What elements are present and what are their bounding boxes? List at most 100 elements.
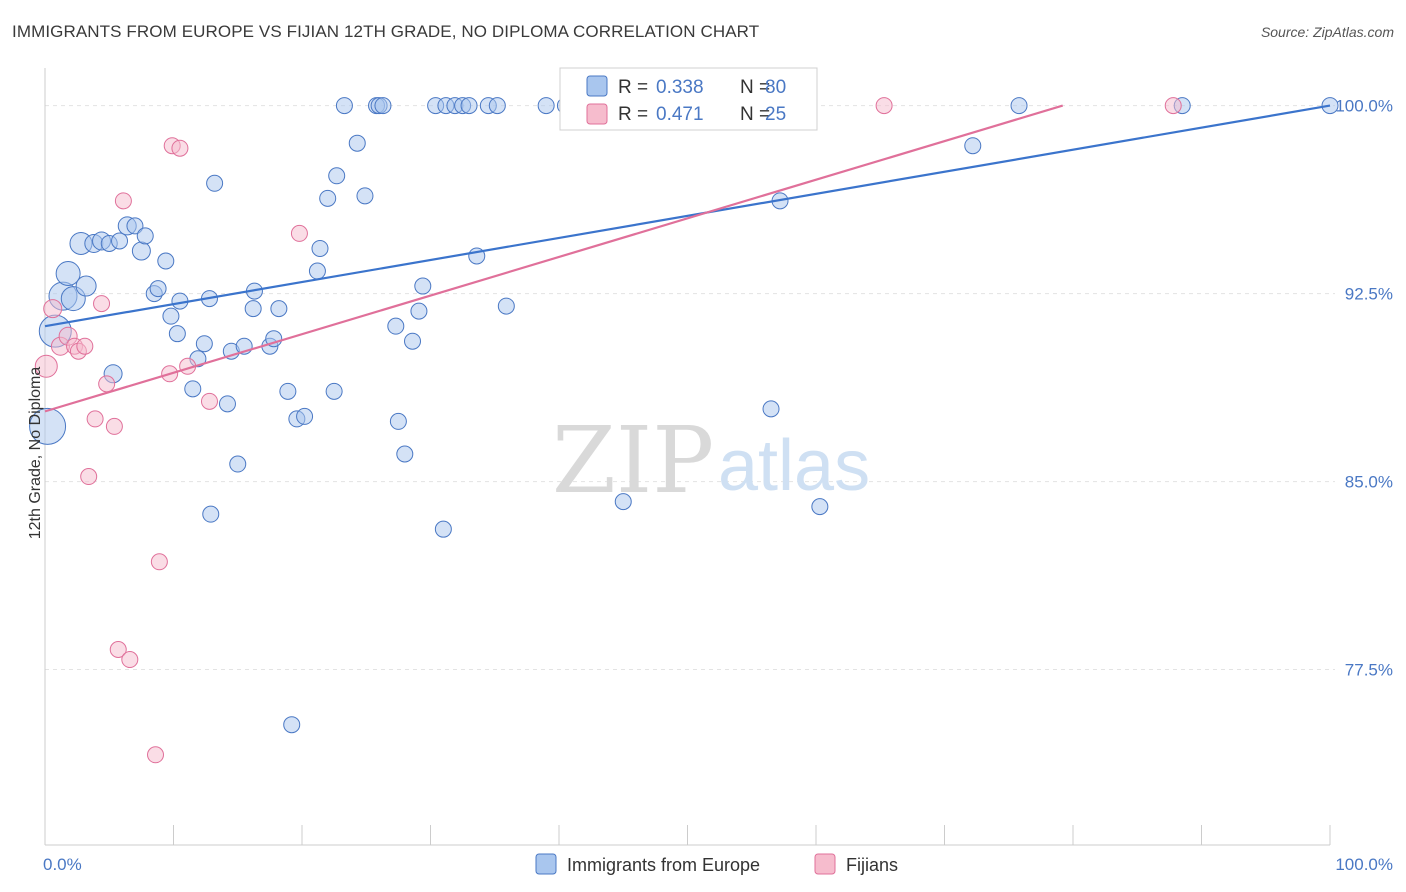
legend-n-label-pink: N = bbox=[740, 104, 770, 125]
point-europe-36 bbox=[296, 407, 314, 425]
point-europe-30 bbox=[270, 300, 288, 318]
series-legend: Immigrants from Europe Fijians bbox=[535, 853, 898, 875]
point-europe-15 bbox=[157, 252, 175, 270]
point-europe-37 bbox=[325, 382, 343, 400]
y-tick-label-3: 100.0% bbox=[1335, 97, 1393, 116]
point-europe-72 bbox=[497, 297, 515, 315]
legend-r-value-pink: 0.471 bbox=[656, 104, 704, 125]
legend-n-label-blue: N = bbox=[740, 77, 770, 98]
point-europe-43 bbox=[311, 239, 329, 257]
source-credit: Source: ZipAtlas.com bbox=[1260, 24, 1394, 40]
y-axis-label: 12th Grade, No Diploma bbox=[27, 367, 44, 540]
point-europe-27 bbox=[265, 330, 283, 348]
watermark: ZIP atlas bbox=[552, 407, 870, 514]
point-europe-51 bbox=[374, 97, 392, 115]
point-fijians-21 bbox=[121, 651, 139, 669]
point-europe-67 bbox=[387, 317, 405, 335]
trend-line-fijians bbox=[44, 104, 1064, 413]
point-europe-48 bbox=[335, 97, 353, 115]
point-europe-77 bbox=[762, 400, 780, 418]
legend-r-label-pink: R = bbox=[618, 104, 648, 125]
point-fijians-11 bbox=[80, 468, 98, 486]
point-europe-78 bbox=[811, 498, 829, 516]
point-europe-21 bbox=[168, 325, 186, 343]
x-tick-label-1: 100.0% bbox=[1335, 855, 1393, 874]
point-fijians-9 bbox=[98, 375, 116, 393]
legend-r-value-blue: 0.338 bbox=[656, 77, 704, 98]
point-europe-32 bbox=[184, 380, 202, 398]
watermark-atlas: atlas bbox=[718, 426, 870, 506]
y-tick-label-0: 77.5% bbox=[1345, 661, 1393, 680]
point-europe-76 bbox=[614, 493, 632, 511]
legend-swatch-pink bbox=[586, 103, 608, 125]
series-swatch-fijians bbox=[814, 853, 836, 875]
legend-n-value-pink: 25 bbox=[765, 104, 786, 125]
point-europe-45 bbox=[328, 167, 346, 185]
point-europe-0 bbox=[29, 407, 67, 445]
point-europe-14 bbox=[136, 227, 154, 245]
point-fijians-19 bbox=[150, 553, 168, 571]
point-europe-59 bbox=[537, 97, 555, 115]
point-europe-17 bbox=[149, 280, 167, 298]
point-europe-42 bbox=[308, 262, 326, 280]
x-tick-labels: 0.0% 100.0% bbox=[43, 855, 1393, 874]
point-fijians-23 bbox=[875, 97, 893, 115]
point-fijians-7 bbox=[86, 410, 104, 428]
point-europe-10 bbox=[111, 232, 129, 250]
point-fijians-15 bbox=[200, 392, 218, 410]
point-europe-41 bbox=[206, 174, 224, 192]
legend-r-label-blue: R = bbox=[618, 77, 648, 98]
point-fijians-8 bbox=[93, 295, 111, 313]
point-fijians-20 bbox=[109, 640, 127, 658]
point-fijians-24 bbox=[1164, 97, 1182, 115]
y-tick-label-1: 85.0% bbox=[1345, 473, 1393, 492]
stats-legend: R = 0.338 N = 80 R = 0.471 N = 25 bbox=[559, 67, 818, 131]
point-fijians-10 bbox=[105, 417, 123, 435]
point-europe-29 bbox=[244, 300, 262, 318]
point-europe-44 bbox=[319, 189, 337, 207]
point-europe-22 bbox=[195, 335, 213, 353]
chart-title: IMMIGRANTS FROM EUROPE VS FIJIAN 12TH GR… bbox=[12, 22, 760, 41]
point-europe-73 bbox=[389, 412, 407, 430]
point-europe-68 bbox=[410, 302, 428, 320]
point-europe-4 bbox=[55, 261, 81, 287]
point-europe-5 bbox=[75, 275, 97, 297]
legend-n-value-blue: 80 bbox=[765, 77, 786, 98]
trend-line-europe bbox=[44, 104, 1331, 328]
point-europe-64 bbox=[1010, 97, 1028, 115]
series-label-europe: Immigrants from Europe bbox=[567, 855, 760, 875]
y-tick-label-2: 92.5% bbox=[1345, 285, 1393, 304]
point-fijians-22 bbox=[147, 746, 165, 764]
y-tick-labels: 77.5% 85.0% 92.5% 100.0% bbox=[1335, 97, 1393, 680]
point-europe-12 bbox=[126, 217, 144, 235]
point-europe-56 bbox=[460, 97, 478, 115]
x-tick-label-0: 0.0% bbox=[43, 855, 82, 874]
point-europe-39 bbox=[202, 505, 220, 523]
point-fijians-18 bbox=[290, 224, 308, 242]
point-fijians-17 bbox=[171, 139, 189, 157]
point-europe-58 bbox=[488, 97, 506, 115]
watermark-zip: ZIP bbox=[552, 407, 714, 514]
trend-lines bbox=[44, 104, 1331, 413]
point-europe-13 bbox=[131, 241, 151, 261]
point-europe-69 bbox=[404, 332, 422, 350]
point-europe-75 bbox=[434, 520, 452, 538]
point-fijians-6 bbox=[76, 337, 94, 355]
legend-swatch-blue bbox=[586, 75, 608, 97]
data-points bbox=[29, 97, 1339, 764]
point-europe-40 bbox=[283, 716, 301, 734]
point-europe-33 bbox=[218, 395, 236, 413]
axes bbox=[44, 68, 1331, 846]
point-europe-70 bbox=[414, 277, 432, 295]
point-fijians-12 bbox=[114, 192, 132, 210]
point-europe-46 bbox=[356, 187, 374, 205]
point-europe-34 bbox=[279, 382, 297, 400]
series-label-fijians: Fijians bbox=[846, 855, 898, 875]
point-europe-47 bbox=[348, 134, 366, 152]
point-europe-74 bbox=[396, 445, 414, 463]
gridlines bbox=[45, 105, 1335, 671]
point-europe-38 bbox=[229, 455, 247, 473]
point-europe-20 bbox=[162, 307, 180, 325]
point-fijians-1 bbox=[43, 299, 63, 319]
